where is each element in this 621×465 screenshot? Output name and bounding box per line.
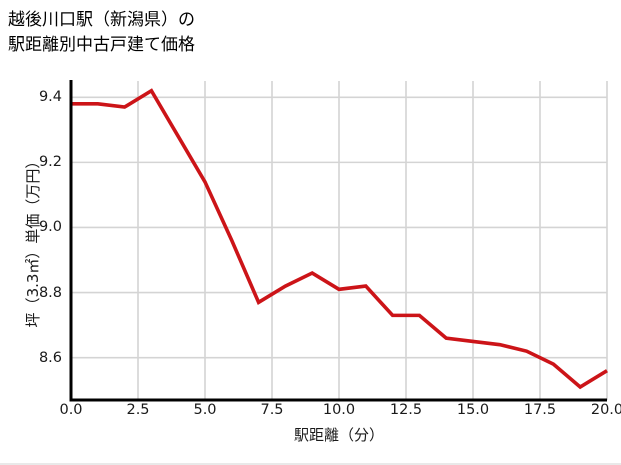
x-tick-label: 17.5: [523, 402, 557, 418]
gridlines: [70, 81, 608, 400]
data-series-group: [71, 88, 608, 390]
y-tick-label: 8.8: [38, 284, 62, 301]
x-tick-label: 15.0: [456, 402, 490, 418]
y-tick-label: 9.2: [38, 154, 62, 171]
data-line: [71, 88, 608, 390]
x-axis-label: 駅距離（分）: [293, 426, 384, 444]
x-tick-label: 10.0: [322, 402, 356, 418]
x-tick-label: 7.5: [260, 402, 284, 418]
x-tick-label: 2.5: [126, 402, 150, 418]
y-axis-label: 坪（3.3㎡）単価（万円）: [24, 153, 42, 328]
y-tick-label: 9.4: [38, 89, 62, 106]
x-tick-label: 12.5: [389, 402, 423, 418]
y-tick-label: 9.0: [38, 219, 62, 236]
figure-bottom-rule: [0, 463, 621, 465]
x-tick-label: 20.0: [590, 402, 621, 418]
y-tick-label: 8.6: [38, 349, 62, 366]
x-tick-label: 5.0: [193, 402, 217, 418]
x-tick-label: 0.0: [59, 402, 83, 418]
chart-title: 越後川口駅（新潟県）の 駅距離別中古戸建て価格: [8, 10, 195, 55]
